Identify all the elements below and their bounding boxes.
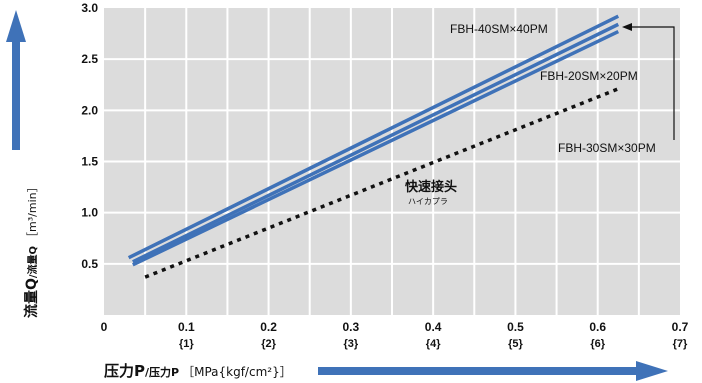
x-tick-label-secondary: {6} (590, 338, 605, 350)
x-tick-label: 0.1 (178, 320, 195, 334)
x-tick-label: 0.2 (260, 320, 277, 334)
x-tick-label: 0.3 (343, 320, 360, 334)
y-tick-label: 1.0 (81, 206, 98, 220)
label-coupler-sub: ハイカプラ (408, 197, 448, 206)
x-axis-title: 压力P/压力P ［MPa{kgf/cm²}］ (104, 362, 292, 380)
svg-text:流量Q/流量Q［m³/min］: 流量Q/流量Q［m³/min］ (23, 181, 40, 318)
x-tick-label-secondary: {7} (673, 338, 688, 350)
y-tick-label: 0.5 (81, 257, 98, 271)
callout-bracket (626, 26, 675, 140)
series-line (144, 87, 619, 279)
label-fbh30: FBH-30SM×30PM (558, 141, 656, 155)
series-line (132, 22, 620, 264)
x-tick-label-secondary: {4} (426, 338, 441, 350)
y-tick-label: 2.5 (81, 52, 98, 66)
x-tick-label-secondary: {3} (344, 338, 359, 350)
x-tick-label: 0.7 (672, 320, 689, 334)
series-line (132, 29, 620, 267)
label-fbh20: FBH-20SM×20PM (540, 69, 638, 83)
x-tick-label-secondary: {1} (179, 338, 194, 350)
svg-text:压力P/压力P［MPa{kgf/cm²}］: 压力P/压力P ［MPa{kgf/cm²}］ (104, 362, 292, 380)
y-tick-label: 1.5 (81, 155, 98, 169)
x-tick-label-secondary: {2} (261, 338, 276, 350)
y-axis-title: 流量Q/流量Q［m³/min］ (23, 181, 40, 318)
x-tick-label-secondary: {5} (508, 338, 523, 350)
y-tick-labels: 0.5 1.0 1.5 2.0 2.5 3.0 (81, 1, 98, 271)
x-tick-label: 0.5 (507, 320, 524, 334)
grid (104, 8, 680, 315)
x-tick-label: 0 (101, 320, 108, 334)
y-tick-label: 2.0 (81, 103, 98, 117)
x-tick-labels: 0 0.1 0.2 0.3 0.4 0.5 0.6 0.7 {1} {2} {3} {4} {5} {6}… (101, 320, 689, 350)
series-line (127, 14, 620, 260)
label-fbh40: FBH-40SM×40PM (450, 22, 548, 36)
callout-arrowhead (622, 23, 632, 31)
y-tick-label: 3.0 (81, 1, 98, 15)
x-axis-arrow (318, 361, 668, 381)
y-axis-arrow (6, 10, 26, 150)
label-coupler: 快速接头 (405, 179, 457, 195)
x-tick-label: 0.6 (589, 320, 606, 334)
x-tick-label: 0.4 (425, 320, 442, 334)
series-layer (127, 14, 620, 279)
